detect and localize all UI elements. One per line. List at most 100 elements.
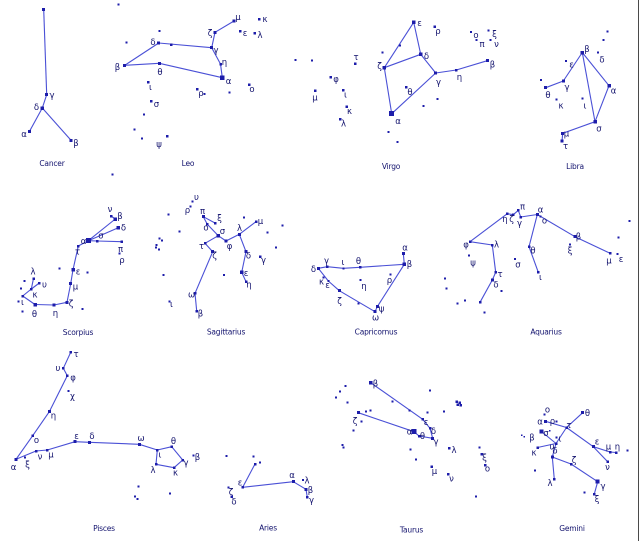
star-label: ε — [238, 479, 243, 489]
star-label: τ — [566, 421, 571, 431]
constellation-line — [469, 241, 493, 246]
star-label: δ — [493, 281, 498, 291]
star — [565, 426, 568, 429]
star — [201, 215, 205, 219]
constellation-line — [204, 235, 219, 244]
field-star — [429, 389, 431, 392]
field-star — [617, 236, 620, 239]
star — [120, 240, 123, 243]
star — [206, 223, 209, 226]
star — [573, 235, 577, 239]
star — [593, 119, 597, 124]
star — [539, 215, 542, 218]
star-label: λ — [304, 477, 309, 487]
constellation-line — [391, 72, 437, 115]
star-label: ν — [494, 40, 499, 50]
star — [607, 83, 611, 88]
star — [490, 278, 494, 282]
constellation-line — [555, 427, 567, 444]
star — [34, 449, 38, 453]
star — [561, 79, 565, 83]
star — [337, 289, 341, 293]
star — [555, 98, 558, 101]
star — [430, 465, 433, 468]
star-label: φ — [227, 242, 233, 252]
constellation-line — [339, 290, 376, 313]
star — [32, 277, 35, 280]
field-star — [464, 299, 466, 302]
star — [553, 478, 556, 481]
star-label: σ — [154, 100, 160, 110]
constellation-line — [528, 246, 539, 273]
field-star — [478, 446, 481, 449]
star — [189, 205, 192, 208]
constellation-line — [383, 67, 393, 114]
field-star — [136, 498, 139, 500]
star — [27, 130, 31, 134]
field-star — [626, 449, 629, 452]
star — [485, 59, 489, 63]
star — [66, 374, 69, 377]
star-label: π — [200, 207, 205, 217]
star-label: μ — [73, 283, 79, 293]
constellation-line — [594, 85, 610, 122]
star-label: τ — [75, 248, 80, 258]
star-label: α — [289, 471, 295, 481]
star — [172, 466, 176, 469]
constellation-cancer: γδ α β Cancer — [21, 7, 114, 176]
constellation-line — [376, 264, 405, 307]
star-label: π — [479, 40, 484, 50]
constellation-line — [581, 52, 596, 122]
constellation-line — [43, 9, 48, 95]
star-label: ο — [485, 465, 490, 475]
field-star — [21, 310, 24, 313]
star-label: ε — [244, 269, 249, 279]
star-label: θ — [32, 310, 37, 320]
star-label: θ — [585, 409, 590, 419]
constellation-line — [211, 47, 221, 65]
constellation-gemini: ο θ α ρ τ β σκ υιδ ζ λ γξ ε μ ην Gemini — [520, 406, 629, 533]
star-label: θ — [420, 432, 425, 442]
star-label: ψ — [470, 259, 476, 269]
field-star — [628, 220, 631, 222]
field-star — [436, 98, 439, 100]
star-label: γ — [324, 257, 329, 267]
star-label: δ — [89, 432, 94, 442]
star-label: β — [117, 212, 122, 222]
star — [404, 86, 408, 89]
field-star — [161, 239, 163, 242]
star-label: α — [611, 87, 617, 97]
star-label: υ — [56, 364, 61, 374]
constellation-line — [551, 456, 555, 480]
star — [608, 450, 612, 454]
constellation-line — [384, 53, 421, 69]
constellation-line — [592, 446, 609, 463]
constellation-line — [219, 63, 223, 78]
star-label: γ — [213, 46, 218, 56]
star-label: μ — [312, 94, 318, 104]
field-star — [81, 308, 84, 310]
star — [475, 39, 478, 41]
star — [31, 434, 34, 437]
star — [517, 209, 520, 212]
star — [597, 51, 599, 54]
star — [316, 266, 320, 270]
star — [468, 240, 472, 243]
star — [210, 46, 214, 50]
constellation-line — [566, 427, 594, 448]
star-label: α — [407, 428, 413, 438]
star-label: α — [21, 130, 27, 140]
star-label: ρ — [550, 417, 555, 427]
star — [230, 495, 233, 498]
star — [483, 463, 487, 467]
constellation-line — [562, 52, 583, 82]
star — [506, 212, 509, 215]
constellation-line — [74, 441, 90, 443]
field-star — [409, 448, 412, 451]
star — [241, 486, 244, 489]
star-label: ζ — [212, 252, 217, 262]
star — [244, 280, 248, 283]
constellation-line — [413, 22, 422, 55]
constellation-line — [418, 435, 433, 439]
